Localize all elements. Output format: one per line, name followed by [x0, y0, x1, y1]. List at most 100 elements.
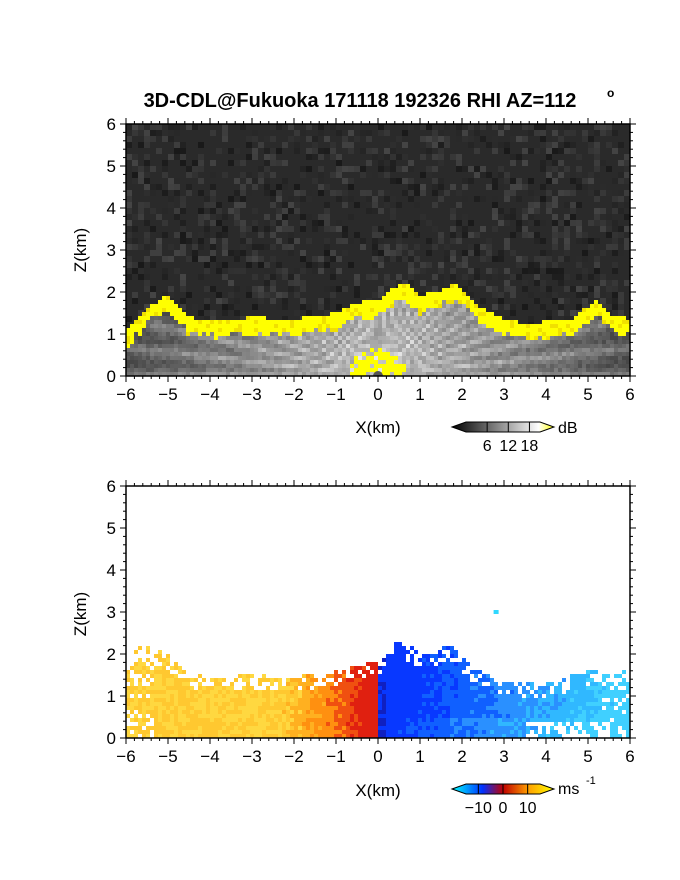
intensity-echo-cell — [210, 324, 214, 328]
velocity-echo-cell — [218, 722, 222, 726]
velocity-echo-cell — [154, 734, 158, 738]
intensity-noise-cell — [300, 298, 306, 304]
velocity-echo-cell — [246, 726, 250, 730]
intensity-echo-cell — [510, 368, 514, 372]
intensity-echo-cell — [126, 372, 130, 376]
intensity-noise-cell — [186, 172, 192, 178]
intensity-noise-cell — [282, 304, 288, 310]
velocity-echo-cell — [390, 674, 394, 678]
velocity-echo-cell — [138, 662, 142, 666]
intensity-noise-cell — [270, 202, 276, 208]
velocity-echo-cell — [174, 674, 178, 678]
velocity-echo-cell — [326, 718, 330, 722]
intensity-echo-cell — [582, 348, 586, 352]
intensity-noise-cell — [516, 262, 522, 268]
intensity-echo-cell — [586, 316, 590, 320]
velocity-echo-cell — [274, 722, 278, 726]
velocity-echo-cell — [342, 686, 346, 690]
velocity-echo-cell — [318, 686, 322, 690]
velocity-echo-cell — [138, 722, 142, 726]
intensity-echo-cell — [538, 356, 542, 360]
velocity-echo-cell — [270, 706, 274, 710]
intensity-noise-cell — [594, 124, 600, 130]
intensity-echo-cell — [538, 348, 542, 352]
intensity-echo-cell — [514, 348, 518, 352]
intensity-echo-cell — [402, 304, 406, 308]
intensity-noise-cell — [558, 268, 564, 274]
intensity-echo-cell — [162, 328, 166, 332]
intensity-noise-cell — [372, 256, 378, 262]
intensity-noise-cell — [600, 160, 606, 166]
intensity-echo-cell — [566, 340, 570, 344]
intensity-echo-cell — [146, 372, 150, 376]
intensity-noise-cell — [420, 154, 426, 160]
velocity-echo-cell — [286, 718, 290, 722]
intensity-noise-cell — [462, 184, 468, 190]
velocity-echo-cell — [358, 722, 362, 726]
intensity-echo-cell — [486, 328, 490, 332]
velocity-echo-cell — [214, 682, 218, 686]
velocity-echo-cell — [366, 706, 370, 710]
intensity-echo-cell — [462, 356, 466, 360]
intensity-noise-cell — [390, 250, 396, 256]
intensity-echo-cell — [598, 368, 602, 372]
intensity-noise-cell — [354, 124, 360, 130]
intensity-echo-cell — [174, 304, 178, 308]
intensity-echo-cell — [258, 348, 262, 352]
velocity-echo-cell — [262, 710, 266, 714]
intensity-echo-cell — [514, 324, 518, 328]
velocity-echo-cell — [198, 710, 202, 714]
intensity-echo-cell — [566, 360, 570, 364]
intensity-echo-cell — [606, 324, 610, 328]
velocity-echo-cell — [158, 670, 162, 674]
velocity-echo-cell — [390, 718, 394, 722]
intensity-noise-cell — [588, 136, 594, 142]
intensity-echo-cell — [426, 328, 430, 332]
velocity-echo-cell — [306, 694, 310, 698]
intensity-noise-cell — [624, 280, 630, 286]
intensity-echo-cell — [234, 356, 238, 360]
intensity-echo-cell — [266, 324, 270, 328]
intensity-echo-cell — [510, 332, 514, 336]
intensity-echo-cell — [194, 364, 198, 368]
intensity-noise-cell — [576, 184, 582, 190]
intensity-noise-cell — [564, 130, 570, 136]
intensity-noise-cell — [240, 232, 246, 238]
intensity-echo-cell — [530, 360, 534, 364]
velocity-echo-cell — [210, 706, 214, 710]
intensity-echo-cell — [182, 320, 186, 324]
intensity-echo-cell — [574, 356, 578, 360]
intensity-echo-cell — [562, 364, 566, 368]
velocity-echo-cell — [194, 694, 198, 698]
intensity-noise-cell — [594, 190, 600, 196]
intensity-echo-cell — [314, 332, 318, 336]
intensity-echo-cell — [346, 352, 350, 356]
intensity-echo-cell — [354, 344, 358, 348]
intensity-echo-cell — [158, 308, 162, 312]
intensity-echo-cell — [594, 320, 598, 324]
intensity-echo-cell — [230, 340, 234, 344]
velocity-echo-cell — [342, 706, 346, 710]
intensity-noise-cell — [594, 214, 600, 220]
intensity-echo-cell — [334, 348, 338, 352]
intensity-echo-cell — [394, 312, 398, 316]
intensity-echo-cell — [362, 324, 366, 328]
intensity-echo-cell — [554, 320, 558, 324]
intensity-noise-cell — [504, 286, 510, 292]
intensity-noise-cell — [342, 226, 348, 232]
intensity-echo-cell — [242, 348, 246, 352]
intensity-echo-cell — [366, 320, 370, 324]
intensity-echo-cell — [242, 372, 246, 376]
velocity-echo-cell — [326, 722, 330, 726]
intensity-noise-cell — [396, 250, 402, 256]
velocity-echo-cell — [294, 690, 298, 694]
velocity-echo-cell — [146, 650, 150, 654]
intensity-echo-cell — [174, 360, 178, 364]
intensity-echo-cell — [258, 368, 262, 372]
intensity-echo-cell — [470, 372, 474, 376]
intensity-noise-cell — [576, 286, 582, 292]
intensity-echo-cell — [290, 332, 294, 336]
velocity-echo-cell — [350, 694, 354, 698]
intensity-echo-cell — [490, 324, 494, 328]
intensity-noise-cell — [588, 142, 594, 148]
